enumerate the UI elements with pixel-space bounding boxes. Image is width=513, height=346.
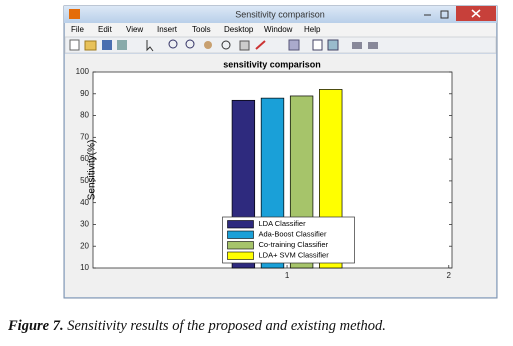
colorbar-icon[interactable] — [312, 39, 323, 51]
toolbar — [64, 36, 497, 54]
menu-item[interactable]: Edit — [98, 25, 113, 34]
close-icon — [471, 9, 481, 18]
menu-item[interactable]: Desktop — [224, 25, 254, 34]
legend-label: Ada-Boost Classifier — [259, 230, 327, 239]
brush-icon[interactable] — [255, 40, 266, 50]
legend-label: Co-training Classifier — [259, 240, 329, 249]
y-tick-label: 70 — [80, 132, 89, 141]
legend-swatch — [227, 230, 254, 239]
legend-icon[interactable] — [327, 39, 339, 51]
menu-item[interactable]: Tools — [192, 25, 211, 34]
pointer-icon[interactable] — [146, 40, 154, 52]
app-icon — [69, 9, 80, 19]
y-tick-label: 50 — [80, 176, 89, 185]
open-icon[interactable] — [84, 40, 97, 51]
menu-item[interactable]: Insert — [157, 25, 178, 34]
menu-item[interactable]: File — [71, 25, 84, 34]
datacursor-icon[interactable] — [239, 40, 250, 51]
y-tick-label: 90 — [80, 89, 89, 98]
show-tools-icon[interactable] — [368, 42, 378, 49]
menu-item[interactable]: Window — [264, 25, 293, 34]
legend-swatch — [227, 251, 254, 260]
legend-label: LDA Classifier — [259, 219, 307, 228]
pan-icon[interactable] — [204, 41, 212, 49]
menu-item[interactable]: Help — [304, 25, 321, 34]
y-axis-label: Sensitivity(%) — [87, 140, 98, 201]
legend: LDA Classifier Ada-Boost ClassifierCo-tra… — [222, 216, 355, 264]
y-tick-label: 20 — [80, 241, 89, 250]
legend-swatch — [227, 220, 254, 229]
save-icon[interactable] — [102, 40, 112, 50]
y-tick-label: 40 — [80, 198, 89, 207]
menu-bar — [65, 23, 496, 37]
zoom-out-icon[interactable] — [185, 39, 195, 49]
maximize-button[interactable] — [440, 10, 449, 19]
x-tick-label: 1 — [285, 271, 290, 280]
legend-label: LDA+ SVM Classifier — [259, 251, 330, 260]
print-icon[interactable] — [117, 40, 127, 50]
menu-item[interactable]: View — [126, 25, 143, 34]
link-icon[interactable] — [288, 39, 300, 51]
rotate-icon[interactable] — [221, 40, 231, 50]
toolbar-icons — [69, 39, 378, 52]
window-title: Sensitivity comparison — [235, 9, 325, 19]
y-tick-label: 80 — [80, 111, 89, 120]
y-tick-label: 10 — [80, 263, 89, 272]
legend-swatch — [227, 241, 254, 250]
zoom-in-icon[interactable] — [168, 39, 178, 49]
hide-tools-icon[interactable] — [352, 42, 362, 49]
x-tick-label: 2 — [447, 271, 452, 280]
title-bar — [64, 6, 497, 23]
y-tick-label: 100 — [76, 67, 90, 76]
new-icon[interactable] — [69, 39, 80, 51]
y-tick-label: 30 — [80, 220, 89, 229]
chart-title: sensitivity comparison — [223, 59, 321, 69]
caption: Figure 7. Sensitivity results of the pro… — [7, 318, 386, 334]
plot: 10 20 30 40 50 60 70 80 90 100 1 2 LDA Classifier Ada… — [76, 67, 452, 280]
menu-items: File Edit View Insert Tools Desktop Window Help — [71, 25, 321, 34]
caption-label: Figure 7. — [7, 318, 64, 334]
y-tick-label: 60 — [80, 154, 89, 163]
caption-text: Sensitivity results of the proposed and … — [64, 318, 386, 334]
